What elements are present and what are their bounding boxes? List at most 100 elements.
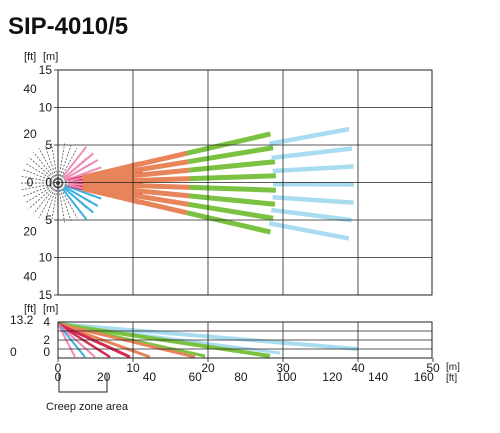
near-beam-pink (62, 146, 88, 178)
top-view-beams (20, 126, 355, 241)
top-m-unit: [m] (43, 51, 58, 63)
side-view: [ft] [m] 13.2 0 420 (10, 303, 433, 359)
side-beam-red (57, 322, 111, 359)
x-ft-unit: [ft] (446, 373, 457, 384)
far-beam-light-blue (271, 146, 353, 161)
far-beam-green (189, 173, 276, 182)
side-beam-orange (57, 322, 196, 359)
creep-zone-marker: Creep zone area (46, 374, 129, 413)
far-beam-green (187, 145, 274, 165)
creep-zone-bracket (58, 374, 108, 393)
side-ft-unit: [ft] (24, 303, 36, 315)
side-beam-pink (57, 323, 96, 358)
near-beam-pink (63, 152, 94, 179)
creep-zone-ray (22, 168, 59, 184)
far-beam-green (187, 201, 274, 221)
top-m-tick-label: 5 (45, 138, 52, 152)
x-m-tick-label: 50 (426, 361, 440, 375)
creep-zone-ray (22, 182, 59, 198)
far-beam-orange (82, 184, 189, 207)
top-ft-tick-label: 40 (23, 82, 37, 96)
top-m-tick-label: 0 (45, 176, 52, 190)
far-beam-green (189, 184, 276, 193)
creep-zone-ray (33, 152, 59, 184)
model-title: SIP-4010/5 (8, 13, 128, 40)
creep-zone-ray (24, 182, 59, 204)
creep-zone-ray (24, 162, 59, 184)
far-beam-light-blue (268, 126, 350, 147)
near-beam-cyan (65, 184, 102, 200)
top-ft-unit: [ft] (24, 51, 36, 63)
top-ft-tick-label: 0 (27, 176, 34, 190)
near-beam-pink (65, 166, 102, 182)
x-ft-tick-label: 20 (97, 370, 111, 384)
x-m-tick-label: 20 (201, 361, 215, 375)
top-m-tick-label: 15 (39, 63, 53, 77)
side-view-labels: 4 20 (43, 315, 50, 359)
top-m-tick-label: 15 (39, 288, 53, 302)
creep-zone-label: Creep zone area (46, 401, 129, 413)
side-view-beams (57, 322, 359, 359)
side-m-unit: [m] (43, 303, 58, 315)
x-ft-tick-label: 120 (322, 370, 342, 384)
far-beam-green (186, 210, 271, 235)
far-beam-light-blue (268, 221, 350, 241)
far-beam-orange (82, 181, 191, 190)
side-m-tick-label: 0 (43, 345, 50, 359)
side-m-tick-label: 2 (43, 333, 50, 347)
creep-zone-ray (28, 182, 59, 210)
far-beam-light-blue (272, 195, 354, 205)
creep-zone-ray (57, 182, 72, 221)
creep-zone-ray (38, 182, 59, 218)
creep-zone-ray (44, 182, 59, 221)
near-beam-cyan (62, 188, 88, 220)
side-beam-red (57, 322, 131, 359)
x-ft-tick-label: 80 (234, 370, 248, 384)
far-beam-green (189, 159, 276, 173)
creep-zone-ray (20, 175, 59, 184)
far-beam-green (189, 193, 276, 207)
far-beam-orange (82, 182, 190, 199)
far-beam-green (186, 131, 271, 156)
creep-zone-ray (51, 182, 59, 223)
far-beam-orange (82, 167, 190, 184)
top-view-grid (54, 69, 433, 296)
creep-zone-ray (20, 182, 59, 191)
side-height-ft: 13.2 (10, 313, 34, 327)
creep-zone-ray (38, 148, 59, 184)
top-m-tick-label: 10 (39, 251, 53, 265)
creep-zone-ray (51, 143, 59, 184)
side-ft-zero: 0 (10, 345, 17, 359)
creep-zone-ray (44, 145, 59, 184)
x-ft-tick-label: 140 (368, 370, 388, 384)
top-m-tick-label: 5 (45, 213, 52, 227)
top-m-tick-label: 10 (39, 101, 53, 115)
creep-zone-ray (57, 148, 78, 184)
x-ft-tick-label: 60 (188, 370, 202, 384)
x-ft-tick-label: 40 (143, 370, 157, 384)
far-beam-orange (81, 186, 188, 216)
creep-zone-ray (57, 182, 78, 218)
side-beam-pink (57, 323, 76, 358)
top-ft-tick-label: 20 (23, 224, 37, 238)
x-m-tick-label: 30 (276, 361, 290, 375)
far-beam-orange (82, 159, 189, 182)
near-beam-cyan (63, 187, 94, 214)
x-m-unit: [m] (446, 362, 460, 373)
creep-zone-ray (28, 156, 59, 184)
side-view-grid (57, 321, 433, 359)
near-beam-cyan (64, 186, 99, 207)
x-axis: 0 10 20 30 40 50 [m] 0 20 40 60 80 100 120 140 160 [ft] (55, 358, 460, 384)
x-m-tick-label: 40 (351, 361, 365, 375)
creep-zone-ray (57, 145, 72, 184)
side-beam-cyan (57, 323, 86, 358)
x-m-tick-label: 10 (126, 361, 140, 375)
creep-zone-ray (33, 182, 59, 214)
top-ft-tick-label: 40 (23, 269, 37, 283)
near-beam-pink (64, 159, 99, 180)
x-ft-tick-label: 100 (277, 370, 297, 384)
top-ft-tick-label: 20 (23, 127, 37, 141)
